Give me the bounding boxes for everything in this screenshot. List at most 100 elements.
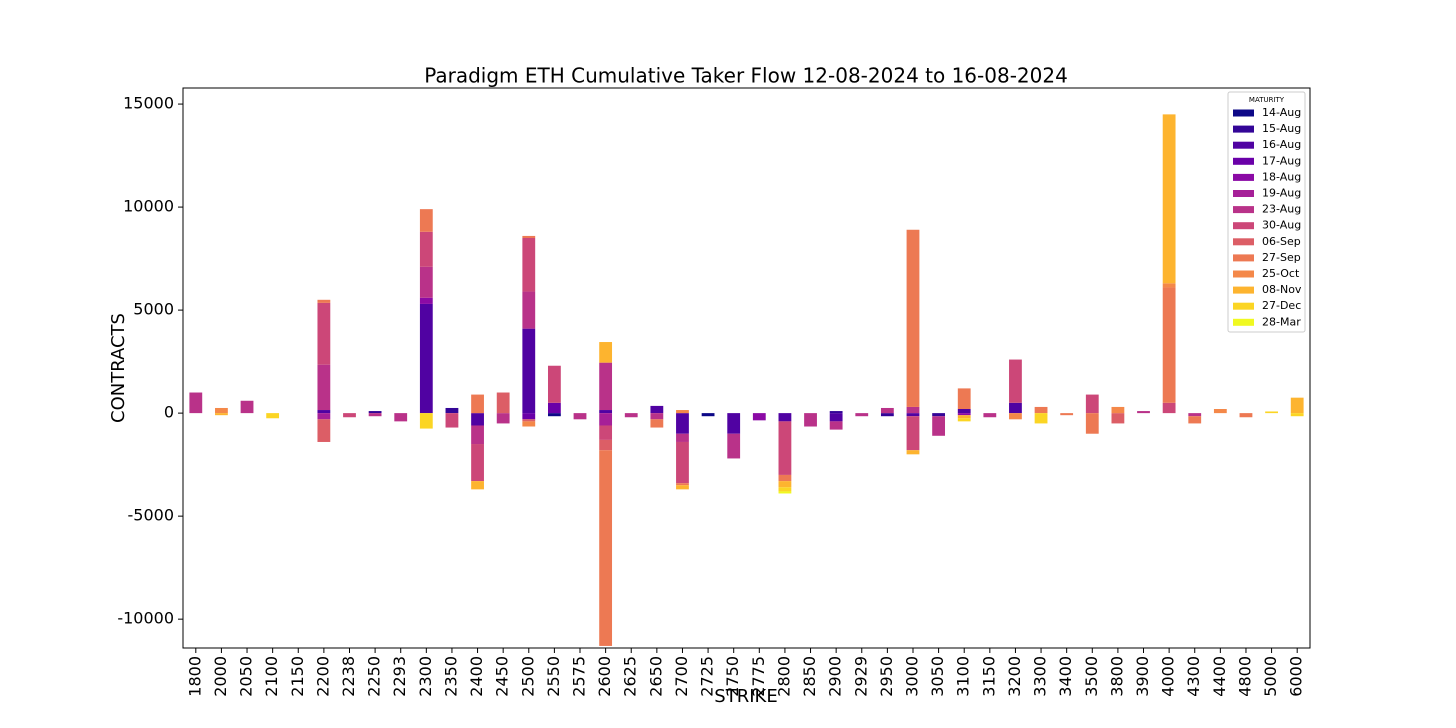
legend-swatch	[1233, 318, 1254, 326]
bar-segment	[522, 413, 536, 420]
bar-segment	[1239, 413, 1253, 418]
x-tick-label: 2775	[749, 656, 768, 697]
x-tick-label: 3900	[1133, 656, 1152, 697]
plot-area	[189, 114, 1304, 646]
x-tick-label: 2100	[262, 656, 281, 697]
bar-segment	[676, 413, 689, 434]
bar-segment	[650, 405, 664, 414]
bar-segment	[522, 421, 536, 427]
y-tick-label: 0	[164, 403, 174, 422]
bar-segment	[676, 410, 689, 414]
x-tick-label: 2625	[621, 656, 640, 697]
bar-segment	[957, 415, 971, 419]
x-tick-label: 2650	[646, 656, 665, 697]
bar-segment	[983, 413, 997, 418]
x-tick-label: 3150	[979, 656, 998, 697]
x-tick-label: 2400	[467, 656, 486, 697]
x-tick-label: 2800	[774, 656, 793, 697]
bar-segment	[778, 413, 792, 422]
bar-segment	[676, 483, 689, 486]
x-tick-label: 3300	[1031, 656, 1050, 697]
bar-segment	[599, 425, 613, 440]
bar-segment	[547, 413, 561, 417]
legend-swatch	[1233, 254, 1254, 262]
x-tick-label: 3000	[902, 656, 921, 697]
bar-segment	[650, 413, 664, 420]
bar-segment	[829, 413, 843, 422]
legend-label: 18-Aug	[1262, 170, 1301, 183]
x-tick-label: 4000	[1159, 656, 1178, 697]
bar-segment	[599, 362, 613, 411]
bar-segment	[880, 413, 894, 417]
bar-segment	[1265, 411, 1278, 414]
x-tick-label: 2929	[851, 656, 870, 697]
bar-segment	[599, 450, 613, 646]
y-tick-label: 5000	[133, 300, 174, 319]
bar-segment	[317, 302, 331, 365]
bar-segment	[1162, 402, 1176, 414]
x-tick-label: 2450	[493, 656, 512, 697]
legend-label: 30-Aug	[1262, 219, 1301, 232]
bar-segment	[855, 413, 869, 417]
bar-segment	[317, 419, 331, 442]
legend-swatch	[1233, 173, 1254, 181]
bar-segment	[727, 433, 741, 459]
bar-segment	[189, 392, 203, 414]
x-tick-label: 2850	[800, 656, 819, 697]
y-tick-label: 15000	[123, 94, 174, 113]
bar-segment	[445, 413, 459, 428]
legend-label: 08-Nov	[1262, 283, 1302, 296]
bar-segment	[1290, 413, 1304, 417]
bar-segment	[906, 406, 920, 414]
bar-segment	[906, 450, 920, 455]
bar-segment	[419, 231, 433, 267]
y-tick-label: -5000	[128, 506, 175, 525]
bar-segment	[1137, 411, 1150, 414]
x-tick-label: 3100	[954, 656, 973, 697]
bar-segment	[394, 413, 408, 422]
bar-segment	[906, 229, 920, 407]
bar-segment	[522, 237, 536, 292]
chart-title: Paradigm ETH Cumulative Taker Flow 12-08…	[424, 64, 1068, 88]
legend-swatch	[1233, 222, 1254, 230]
legend: MATURITY 14-Aug 15-Aug 16-Aug 17-Aug 18-Aug 19…	[1227, 91, 1306, 333]
bar-segment	[496, 413, 510, 424]
bar-segment	[266, 413, 280, 419]
x-tick-label: 2350	[441, 656, 460, 697]
legend-swatch	[1233, 270, 1254, 278]
bar-segment	[1162, 283, 1176, 288]
bar-segment	[522, 419, 536, 422]
bar-segment	[906, 416, 920, 451]
bar-segment	[1085, 413, 1099, 434]
bar-segment	[1111, 406, 1125, 414]
bar-segment	[932, 413, 946, 417]
bar-segment	[599, 439, 613, 451]
x-tick-label: 2900	[826, 656, 845, 697]
legend-label: 14-Aug	[1262, 106, 1301, 119]
x-tick-label: 4300	[1184, 656, 1203, 697]
bar-segment	[343, 413, 356, 418]
bar-segment	[419, 303, 433, 414]
x-tick-label: 2238	[339, 656, 358, 697]
plot-frame	[182, 87, 1311, 649]
bar-segment	[880, 407, 894, 414]
bar-segment	[471, 444, 484, 482]
legend-label: 19-Aug	[1262, 187, 1301, 200]
y-tick-label: -10000	[117, 609, 174, 628]
legend-label: 23-Aug	[1262, 203, 1301, 216]
bar-segment	[650, 419, 664, 428]
x-tick-label: 3400	[1056, 656, 1075, 697]
legend-label: 28-Mar	[1262, 315, 1301, 328]
bar-segment	[419, 209, 433, 232]
bar-segment	[906, 413, 920, 417]
bar-segment	[496, 392, 510, 414]
legend-label: 27-Sep	[1262, 251, 1301, 264]
x-tick-label: 3050	[928, 656, 947, 697]
bar-segment	[1085, 394, 1099, 414]
x-tick-label: 2600	[595, 656, 614, 697]
bar-segment	[957, 413, 971, 416]
bar-segment	[752, 413, 766, 421]
x-tick-label: 5000	[1261, 656, 1280, 697]
